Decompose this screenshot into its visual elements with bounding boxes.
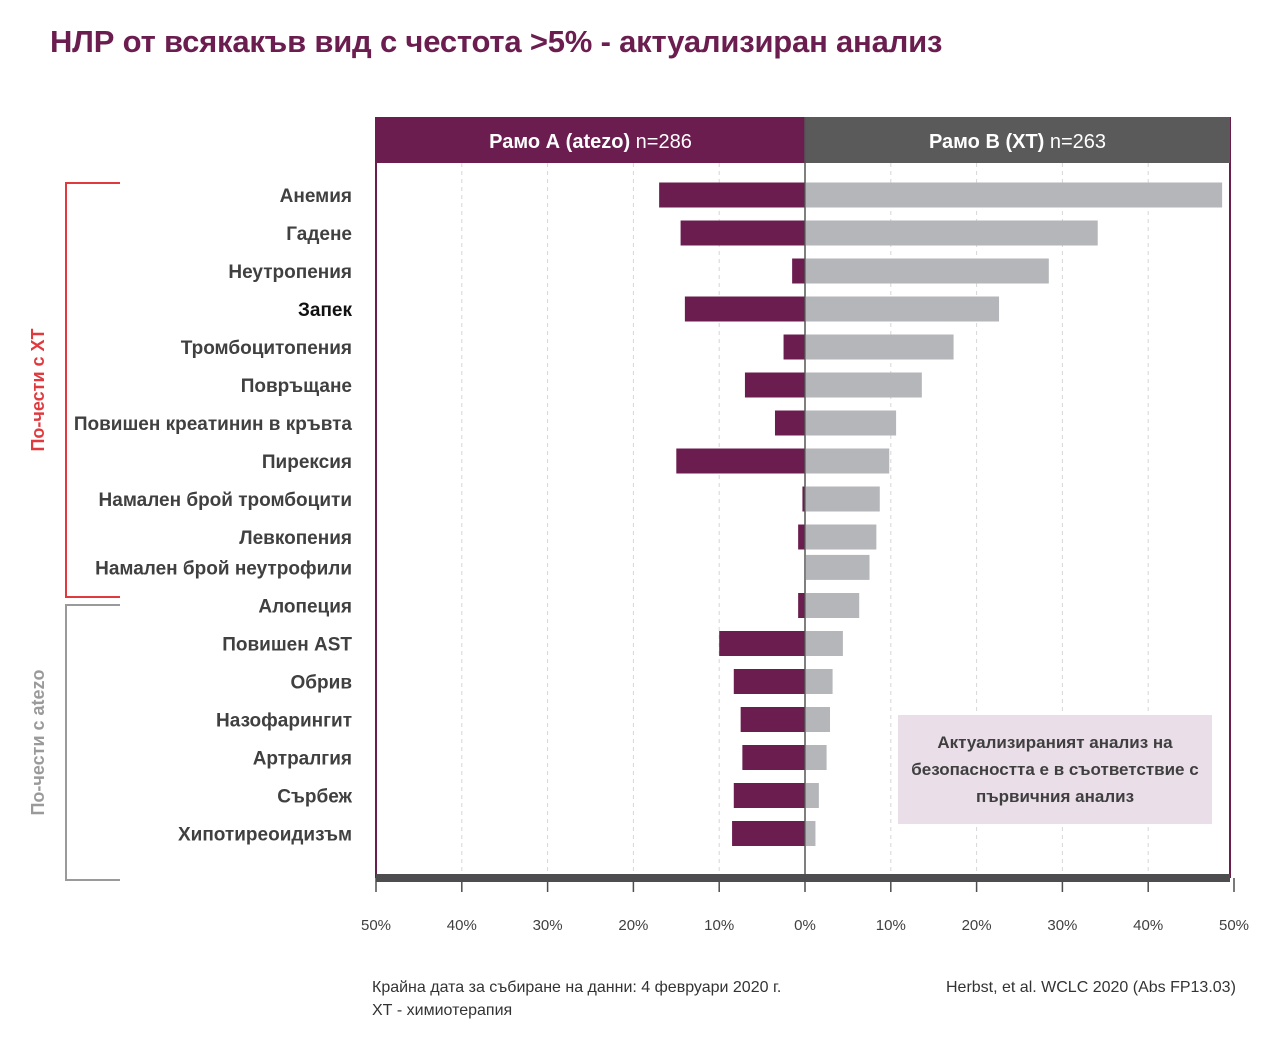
x-tick-label: 30% bbox=[533, 917, 563, 934]
x-axis-line bbox=[376, 874, 1230, 882]
bar-arm-b bbox=[806, 669, 833, 694]
chart-title: НЛР от всякакъв вид с честота >5% - акту… bbox=[50, 24, 943, 59]
x-tick-label: 40% bbox=[447, 917, 477, 934]
bar-arm-b bbox=[806, 593, 860, 618]
bar-arm-b bbox=[806, 334, 954, 360]
category-label: Хипотиреоидизъм bbox=[178, 825, 352, 846]
category-label: Тромбоцитопения bbox=[181, 338, 352, 359]
category-label: Намален брой тромбоцити bbox=[99, 490, 352, 511]
bar-arm-a bbox=[783, 334, 805, 360]
bar-arm-b bbox=[806, 745, 827, 770]
bar-arm-a bbox=[684, 296, 805, 322]
category-label: Анемия bbox=[280, 186, 352, 207]
bar-arm-a bbox=[742, 745, 805, 770]
header-arm-a-label: Рамо А (atezo) n=286 bbox=[489, 131, 692, 153]
x-tick-label: 10% bbox=[876, 917, 906, 934]
bar-arm-a bbox=[733, 783, 805, 808]
bar-arm-a bbox=[798, 524, 805, 550]
bar-arm-b bbox=[806, 448, 890, 474]
x-tick-label: 30% bbox=[1047, 917, 1077, 934]
category-labels: Анемия Гадене Неутропения Запек Тромбоцитопе… bbox=[74, 186, 353, 846]
x-tick-label: 50% bbox=[1219, 917, 1249, 934]
bar-arm-a bbox=[798, 593, 805, 618]
x-tick-label: 50% bbox=[361, 917, 391, 934]
group-cht-bracket bbox=[65, 182, 120, 598]
category-label: Запек bbox=[298, 300, 353, 321]
header-arm-a-label-name: Рамо А (atezo) bbox=[489, 131, 636, 153]
x-tick-label: 20% bbox=[618, 917, 648, 934]
category-label: Повръщане bbox=[241, 376, 352, 397]
bar-arm-b bbox=[806, 821, 816, 846]
bar-arm-b bbox=[806, 486, 880, 512]
annotation-box: Актуализираният анализ на безопасността … bbox=[898, 715, 1212, 824]
category-label: Артралгия bbox=[253, 749, 352, 770]
bar-arm-a bbox=[792, 258, 805, 284]
x-tick-label: 0% bbox=[794, 917, 816, 934]
header-arm-a bbox=[376, 117, 805, 163]
bar-arm-b bbox=[806, 707, 831, 732]
bar-arm-b bbox=[806, 182, 1223, 208]
bar-arm-a bbox=[659, 182, 805, 208]
bar-arm-b bbox=[806, 783, 819, 808]
footer-notes: Крайна дата за събиране на данни: 4 февр… bbox=[372, 976, 781, 1022]
category-label: Пирексия bbox=[262, 452, 352, 473]
category-label: Неутропения bbox=[228, 262, 352, 283]
bars bbox=[659, 117, 1223, 878]
arm-headers: Рамо А (atezo) n=286 Рамо B (ХТ) n=263 bbox=[376, 117, 1230, 163]
bar-arm-b bbox=[806, 631, 843, 656]
bar-arm-b bbox=[806, 372, 922, 398]
bar-arm-a bbox=[733, 669, 805, 694]
footer-data-cutoff: Крайна дата за събиране на данни: 4 февр… bbox=[372, 979, 782, 996]
x-tick-label: 20% bbox=[962, 917, 992, 934]
category-label: Повишен AST bbox=[222, 635, 352, 656]
category-label: Намален брой неутрофили bbox=[95, 558, 352, 579]
bar-arm-a bbox=[774, 410, 805, 436]
header-arm-a-label-n: n=286 bbox=[636, 131, 692, 153]
x-axis: 50% 40% 30% 20% 10% 0% 10% 20% 30% 40% 50% bbox=[361, 874, 1249, 934]
bar-arm-a bbox=[680, 220, 805, 246]
x-tick-label: 40% bbox=[1133, 917, 1163, 934]
header-arm-b-label-n: n=263 bbox=[1050, 131, 1106, 153]
group-cht-label: По-чести с ХТ bbox=[28, 328, 48, 451]
bar-arm-a bbox=[740, 707, 805, 732]
bar-arm-a bbox=[719, 631, 805, 656]
bar-arm-b bbox=[806, 554, 870, 580]
footer-abbreviation: ХТ - химиотерапия bbox=[372, 1002, 513, 1019]
category-label: Сърбеж bbox=[277, 787, 352, 808]
bar-arm-b bbox=[806, 296, 1000, 322]
group-atezo-label: По-чести с atezo bbox=[28, 669, 48, 815]
bar-arm-a bbox=[676, 448, 805, 474]
category-label: Повишен креатинин в кръвта bbox=[74, 414, 353, 435]
header-arm-b-label-name: Рамо B (ХТ) bbox=[929, 131, 1050, 153]
bar-arm-b bbox=[806, 410, 897, 436]
bar-arm-b bbox=[806, 258, 1049, 284]
bar-arm-a bbox=[732, 821, 805, 846]
category-label: Гадене bbox=[286, 224, 352, 245]
category-label: Назофарингит bbox=[216, 711, 352, 732]
category-label: Левкопения bbox=[239, 528, 352, 549]
bar-arm-a bbox=[744, 372, 805, 398]
category-label: Алопеция bbox=[258, 597, 352, 618]
header-arm-b bbox=[805, 117, 1230, 163]
group-atezo-bracket bbox=[65, 604, 120, 881]
bar-arm-a bbox=[802, 486, 805, 512]
footer-citation: Herbst, et al. WCLC 2020 (Abs FP13.03) bbox=[946, 979, 1236, 996]
bar-arm-b bbox=[806, 220, 1098, 246]
x-tick-label: 10% bbox=[704, 917, 734, 934]
group-brackets: По-чести с ХТ По-чести с atezo bbox=[28, 182, 120, 881]
bar-arm-b bbox=[806, 524, 877, 550]
category-label: Обрив bbox=[291, 673, 352, 694]
header-arm-b-label: Рамо B (ХТ) n=263 bbox=[929, 131, 1106, 153]
